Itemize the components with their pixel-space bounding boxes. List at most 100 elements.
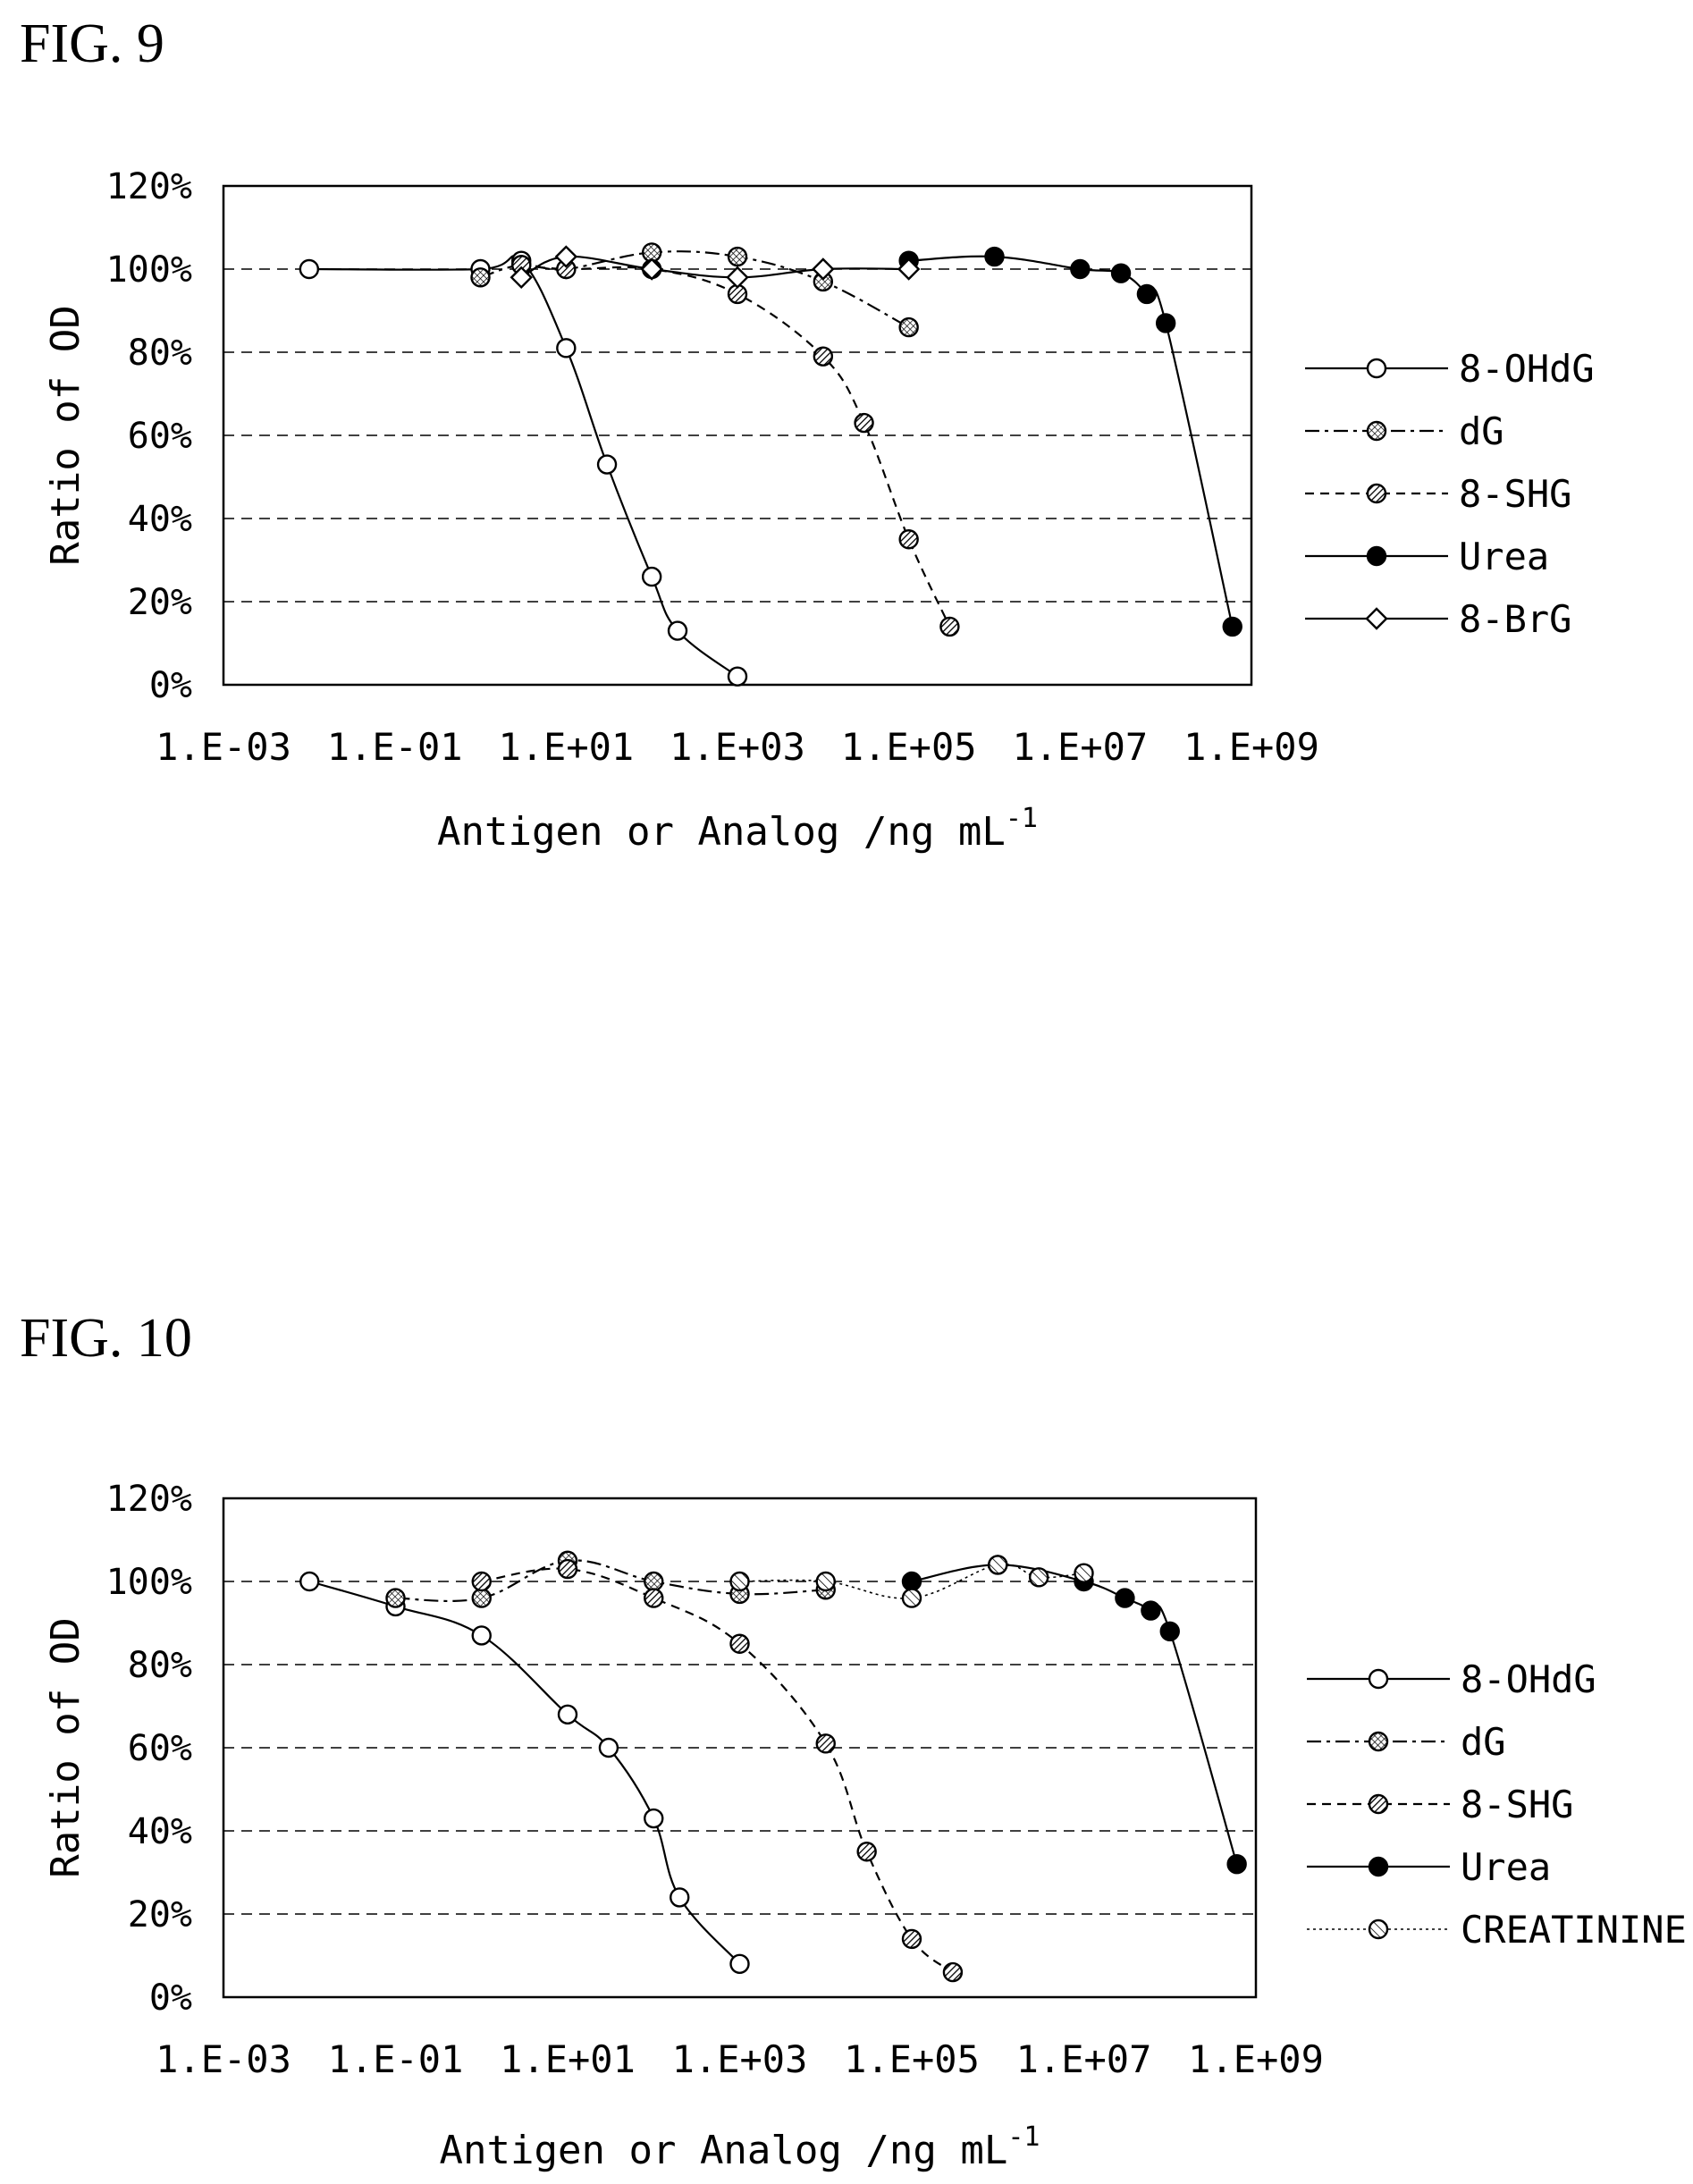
legend-marker xyxy=(1366,358,1387,379)
data-point xyxy=(854,412,874,434)
data-point xyxy=(596,454,618,475)
legend-marker xyxy=(1366,420,1387,442)
data-point xyxy=(1159,1621,1180,1642)
data-point xyxy=(471,1571,492,1592)
series-dg xyxy=(385,1550,836,1608)
data-point xyxy=(471,1588,492,1608)
data-point xyxy=(1115,1588,1135,1608)
data-point xyxy=(729,1633,750,1654)
y-axis-label: Ratio of OD xyxy=(43,305,88,565)
series-dg xyxy=(470,242,919,338)
y-tick-label: 120% xyxy=(106,1479,192,1520)
data-point xyxy=(1155,313,1176,333)
data-point xyxy=(942,1961,964,1983)
data-point xyxy=(641,566,662,587)
data-point xyxy=(901,1571,922,1592)
y-tick-label: 100% xyxy=(106,249,192,291)
x-tick-label: 1.E+01 xyxy=(500,2037,636,2081)
y-tick-label: 100% xyxy=(106,1562,192,1603)
data-point xyxy=(856,1842,877,1862)
data-point xyxy=(1028,1567,1049,1588)
data-point xyxy=(939,616,960,637)
data-point xyxy=(556,338,577,358)
y-tick-label: 80% xyxy=(128,1645,192,1686)
legend-label: dG xyxy=(1461,1720,1506,1764)
legend-item: dG xyxy=(1305,409,1504,453)
legend-marker xyxy=(1366,545,1387,567)
data-point xyxy=(729,1953,750,1975)
data-point xyxy=(1136,283,1158,305)
y-tick-label: 40% xyxy=(128,1811,192,1852)
series-line xyxy=(481,1567,954,1973)
series-8-ohdg xyxy=(299,1571,750,1975)
legend-item: 8-BrG xyxy=(1305,597,1571,641)
data-point xyxy=(901,1588,922,1608)
data-point xyxy=(644,1571,664,1592)
legend-label: CREATININE xyxy=(1461,1908,1687,1952)
data-point xyxy=(988,1555,1008,1575)
legend-item: 8-OHdG xyxy=(1307,1657,1596,1701)
data-point xyxy=(898,316,919,338)
legend-marker xyxy=(1368,1793,1389,1815)
data-point xyxy=(670,1887,690,1908)
x-tick-label: 1.E+05 xyxy=(844,2037,980,2081)
data-point xyxy=(815,1571,836,1592)
data-point xyxy=(984,246,1005,267)
data-point xyxy=(667,620,688,641)
legend-item: 8-SHG xyxy=(1305,472,1571,516)
x-tick-label: 1.E-03 xyxy=(156,725,291,769)
data-point xyxy=(299,258,320,280)
data-point xyxy=(1074,1563,1094,1583)
legend-label: Urea xyxy=(1459,535,1549,578)
y-tick-label: 40% xyxy=(128,499,192,540)
data-point xyxy=(644,1808,664,1829)
y-tick-label: 0% xyxy=(149,665,192,706)
legend-label: dG xyxy=(1459,409,1504,453)
data-point xyxy=(644,1588,664,1608)
legend-label: Urea xyxy=(1461,1845,1551,1889)
y-tick-label: 20% xyxy=(128,1894,192,1935)
x-tick-label: 1.E-01 xyxy=(328,2037,464,2081)
series-creatinine xyxy=(729,1555,1094,1608)
legend-marker xyxy=(1368,1668,1389,1690)
legend-item: Urea xyxy=(1307,1845,1551,1889)
data-point xyxy=(385,1588,406,1608)
x-tick-label: 1.E+03 xyxy=(670,725,805,769)
x-axis-label: Antigen or Analog /ng mL-1 xyxy=(437,803,1038,855)
x-tick-label: 1.E+03 xyxy=(672,2037,808,2081)
data-point xyxy=(898,529,919,550)
x-tick-label: 1.E-03 xyxy=(156,2037,291,2081)
data-point xyxy=(726,266,749,289)
x-tick-label: 1.E+07 xyxy=(1012,725,1148,769)
data-point xyxy=(1110,263,1132,283)
y-tick-label: 80% xyxy=(128,333,192,374)
legend-label: 8-OHdG xyxy=(1461,1657,1596,1701)
data-point xyxy=(815,1733,836,1754)
x-axis-label: Antigen or Analog /ng mL-1 xyxy=(440,2121,1040,2173)
legend-marker xyxy=(1368,1856,1389,1877)
data-point xyxy=(901,1928,922,1950)
series-line xyxy=(739,1563,1084,1599)
legend-item: 8-SHG xyxy=(1307,1783,1573,1826)
x-tick-label: 1.E-01 xyxy=(327,725,463,769)
data-point xyxy=(557,1558,578,1580)
legend-marker xyxy=(1365,607,1388,630)
figure-9-title: FIG. 9 xyxy=(20,13,164,74)
legend-marker xyxy=(1368,1918,1389,1940)
data-point xyxy=(813,346,834,367)
legend-item: CREATININE xyxy=(1307,1908,1687,1952)
data-point xyxy=(640,257,663,281)
x-tick-label: 1.E+09 xyxy=(1183,725,1319,769)
data-point xyxy=(598,1737,619,1758)
legend-label: 8-SHG xyxy=(1461,1783,1573,1826)
y-tick-label: 60% xyxy=(128,416,192,457)
legend-label: 8-BrG xyxy=(1459,597,1571,641)
figure-10-title: FIG. 10 xyxy=(20,1308,192,1369)
figure-9-chart: 0% 20% 40% 60% 80% 100% 120% 1.E-03 1.E-01 1.E+01… xyxy=(43,166,1595,855)
data-point xyxy=(1222,616,1242,637)
data-point xyxy=(510,266,533,289)
legend-marker xyxy=(1368,1731,1389,1752)
legend-item: Urea xyxy=(1305,535,1549,578)
legend-marker xyxy=(1366,483,1387,504)
